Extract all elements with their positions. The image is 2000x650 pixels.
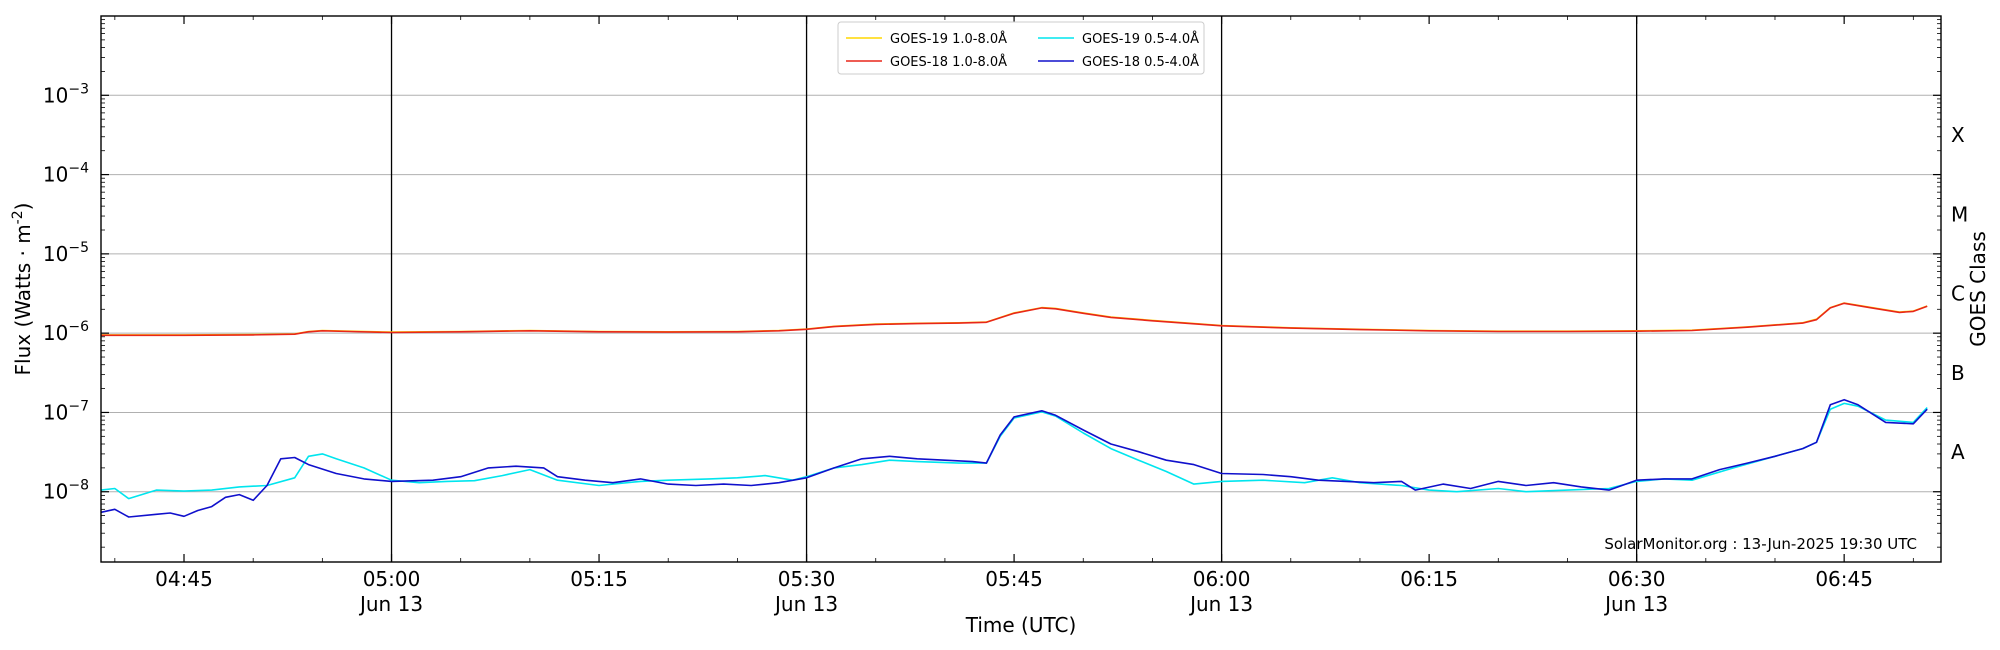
day-tick-vertical-lines: [390, 16, 1638, 562]
goes-class-x: X: [1951, 123, 1965, 147]
credit-text: SolarMonitor.org : 13-Jun-2025 19:30 UTC: [1604, 535, 1917, 553]
x-tick-date-7: Jun 13: [1603, 592, 1668, 616]
x-tick-label-1: 05:00: [363, 567, 421, 591]
y-tick-label-3: 10−5: [43, 240, 89, 266]
legend-label-1: GOES-18 1.0-8.0Å: [890, 54, 1007, 70]
x-tick-label-0: 04:45: [155, 567, 213, 591]
y-axis-label-main: Flux (Watts · m: [11, 224, 35, 375]
plot-frame: [100, 15, 1942, 563]
x-tick-label-2: 05:15: [570, 567, 628, 591]
x-tick-label-6: 06:15: [1400, 567, 1458, 591]
x-tick-date-5: Jun 13: [1188, 592, 1253, 616]
x-tick-date-1: Jun 13: [358, 592, 423, 616]
goes-class-a: A: [1951, 440, 1965, 464]
y-tick-label-5: 10−3: [43, 81, 89, 107]
series-line-1: [101, 302, 1928, 337]
goes-class-axis-label: GOES Class: [1966, 231, 1990, 347]
series-line-0: [101, 302, 1928, 336]
y-axis-label: Flux (Watts · m-2): [10, 203, 35, 376]
y-tick-label-1: 10−7: [43, 398, 89, 424]
legend-label-0: GOES-19 1.0-8.0Å: [890, 31, 1007, 47]
y-axis-label-exponent: -2: [10, 210, 26, 224]
goes-class-b: B: [1951, 361, 1965, 385]
series-lines: [100, 302, 1928, 518]
x-tick-date-3: Jun 13: [773, 592, 838, 616]
y-tick-label-2: 10−6: [43, 319, 89, 345]
goes-class-labels: A B C M X: [1951, 123, 1968, 464]
grid-lines: [101, 94, 1941, 493]
x-tick-label-3: 05:30: [778, 567, 836, 591]
x-tick-label-5: 06:00: [1193, 567, 1251, 591]
x-axis-label: Time (UTC): [965, 613, 1077, 637]
legend-label-2: GOES-19 0.5-4.0Å: [1082, 31, 1199, 47]
goes-class-m: M: [1951, 202, 1968, 226]
legend: GOES-19 1.0-8.0Å GOES-19 0.5-4.0Å GOES-18 …: [837, 21, 1205, 75]
x-tick-label-4: 05:45: [985, 567, 1043, 591]
y-tick-label-0: 10−8: [43, 478, 89, 504]
y-axis-ticks: 10−8 10−7 10−6 10−5 10−4 10−3: [43, 19, 1941, 548]
legend-box: [837, 21, 1205, 75]
legend-label-3: GOES-18 0.5-4.0Å: [1082, 54, 1199, 70]
series-line-3: [100, 398, 1928, 518]
y-tick-label-4: 10−4: [43, 161, 89, 187]
x-tick-label-7: 06:30: [1608, 567, 1666, 591]
x-tick-label-8: 06:45: [1815, 567, 1873, 591]
goes-class-c: C: [1951, 282, 1965, 306]
y-axis-label-close: ): [11, 203, 35, 211]
